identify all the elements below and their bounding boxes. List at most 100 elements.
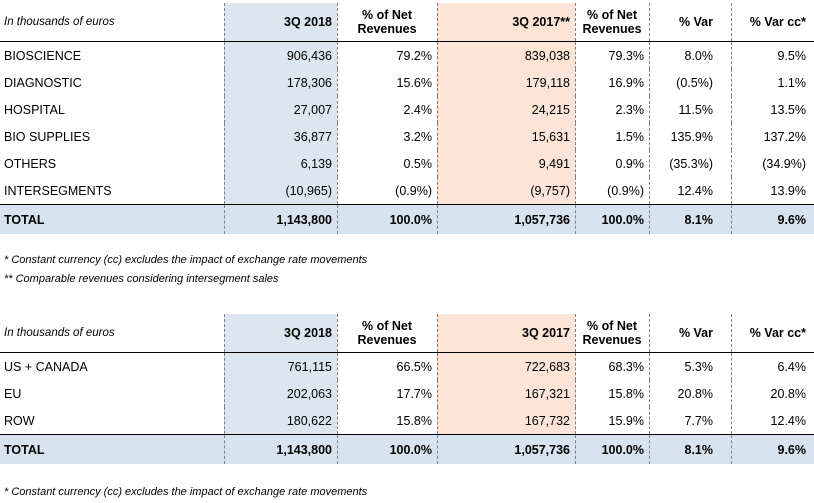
table-row: DIAGNOSTIC 178,306 15.6% 179,118 16.9% (… [0, 69, 814, 96]
header-pct-net-revenues-2017: % of Net Revenues [582, 319, 642, 347]
row-label: ROW [4, 413, 35, 428]
cell-3q-2017: (9,757) [437, 177, 575, 204]
cell-var: 7.7% [684, 413, 714, 428]
cell-pct-2018: (0.9%) [395, 183, 432, 198]
cell-var: 11.5% [678, 102, 713, 117]
row-label: EU [4, 386, 22, 401]
cell-var: 8.0% [684, 48, 714, 63]
header-divider [0, 41, 814, 42]
total-pct-2017: 100.0% [601, 212, 644, 227]
cell-3q-2017: 167,732 [437, 407, 575, 434]
cell-pct-2017: 0.9% [615, 156, 645, 171]
total-pct-2018: 100.0% [389, 442, 432, 457]
table-row: INTERSEGMENTS (10,965) (0.9%) (9,757) (0… [0, 177, 814, 204]
cell-3q-2017: 722,683 [437, 353, 575, 380]
cell-var: (0.5%) [676, 75, 713, 90]
total-row: TOTAL 1,143,800 100.0% 1,057,736 100.0% … [0, 204, 814, 234]
header-3q-2017: 3Q 2017** [437, 3, 575, 41]
cell-var-cc: 1.1% [777, 75, 807, 90]
total-label: TOTAL [4, 212, 45, 227]
cell-pct-2017: 68.3% [608, 359, 644, 374]
cell-pct-2018: 66.5% [396, 359, 432, 374]
table-row: OTHERS 6,139 0.5% 9,491 0.9% (35.3%) (34… [0, 150, 814, 177]
row-label: BIOSCIENCE [4, 48, 82, 63]
header-pct-var: % Var [678, 326, 713, 340]
row-label: BIO SUPPLIES [4, 129, 91, 144]
table-row: EU 202,063 17.7% 167,321 15.8% 20.8% 20.… [0, 380, 814, 407]
total-3q-2017: 1,057,736 [514, 212, 570, 227]
cell-3q-2018: (10,965) [224, 177, 337, 204]
cell-3q-2017: 15,631 [437, 123, 575, 150]
header-3q-2017: 3Q 2017 [437, 314, 575, 352]
cell-pct-2017: 16.9% [608, 75, 644, 90]
cell-pct-2018: 79.2% [396, 48, 432, 63]
row-label: US + CANADA [4, 359, 88, 374]
total-var: 8.1% [684, 212, 714, 227]
total-row: TOTAL 1,143,800 100.0% 1,057,736 100.0% … [0, 434, 814, 464]
cell-3q-2017: 9,491 [437, 150, 575, 177]
row-label: OTHERS [4, 156, 57, 171]
cell-pct-2018: 15.6% [396, 75, 432, 90]
cell-var-cc: 12.4% [770, 413, 806, 428]
footnote-constant-currency: * Constant currency (cc) excludes the im… [4, 486, 368, 498]
cell-3q-2018: 178,306 [224, 69, 337, 96]
cell-pct-2018: 15.8% [396, 413, 432, 428]
total-3q-2018: 1,143,800 [276, 212, 332, 227]
total-pct-2018: 100.0% [389, 212, 432, 227]
units-label: In thousands of euros [4, 16, 115, 28]
footnote-constant-currency: * Constant currency (cc) excludes the im… [4, 254, 368, 266]
segment-revenue-table: In thousands of euros 3Q 2018 % of Net R… [0, 3, 814, 234]
total-label: TOTAL [4, 442, 45, 457]
cell-3q-2018: 36,877 [224, 123, 337, 150]
total-pct-2017: 100.0% [601, 442, 644, 457]
header-pct-var-cc: % Var cc* [749, 15, 806, 29]
cell-pct-2017: 15.8% [608, 386, 644, 401]
row-label: DIAGNOSTIC [4, 75, 82, 90]
cell-pct-2018: 0.5% [403, 156, 433, 171]
table-row: BIO SUPPLIES 36,877 3.2% 15,631 1.5% 135… [0, 123, 814, 150]
total-3q-2017: 1,057,736 [514, 442, 570, 457]
total-var-cc: 9.6% [777, 212, 807, 227]
cell-3q-2017: 24,215 [437, 96, 575, 123]
cell-var: 12.4% [677, 183, 713, 198]
cell-3q-2018: 180,622 [224, 407, 337, 434]
cell-var: 5.3% [684, 359, 714, 374]
cell-var: 135.9% [670, 129, 713, 144]
cell-var-cc: 13.5% [770, 102, 806, 117]
header-pct-net-revenues-2018: % of Net Revenues [357, 319, 417, 347]
cell-var-cc: 13.9% [770, 183, 806, 198]
cell-pct-2018: 17.7% [396, 386, 432, 401]
cell-var-cc: (34.9%) [762, 156, 806, 171]
cell-3q-2017: 839,038 [437, 42, 575, 69]
header-pct-var-cc: % Var cc* [749, 326, 806, 340]
cell-3q-2018: 906,436 [224, 42, 337, 69]
cell-pct-2017: 2.3% [615, 102, 645, 117]
cell-pct-2017: 79.3% [608, 48, 644, 63]
cell-var-cc: 6.4% [777, 359, 807, 374]
table-row: US + CANADA 761,115 66.5% 722,683 68.3% … [0, 353, 814, 380]
table-row: BIOSCIENCE 906,436 79.2% 839,038 79.3% 8… [0, 42, 814, 69]
header-pct-var: % Var [678, 15, 713, 29]
cell-pct-2018: 3.2% [403, 129, 433, 144]
cell-pct-2017: 15.9% [608, 413, 644, 428]
row-label: HOSPITAL [4, 102, 65, 117]
table-row: HOSPITAL 27,007 2.4% 24,215 2.3% 11.5% 1… [0, 96, 814, 123]
units-label: In thousands of euros [4, 327, 115, 339]
total-var: 8.1% [684, 442, 714, 457]
cell-var: 20.8% [677, 386, 713, 401]
cell-var-cc: 20.8% [770, 386, 806, 401]
header-pct-net-revenues-2018: % of Net Revenues [357, 8, 417, 36]
cell-var-cc: 9.5% [777, 48, 807, 63]
cell-3q-2018: 761,115 [224, 353, 337, 380]
cell-var-cc: 137.2% [763, 129, 806, 144]
cell-3q-2018: 202,063 [224, 380, 337, 407]
cell-pct-2017: (0.9%) [607, 183, 644, 198]
cell-3q-2018: 27,007 [224, 96, 337, 123]
total-var-cc: 9.6% [777, 442, 807, 457]
cell-var: (35.3%) [669, 156, 713, 171]
cell-pct-2017: 1.5% [615, 129, 645, 144]
total-3q-2018: 1,143,800 [276, 442, 332, 457]
header-3q-2018: 3Q 2018 [224, 3, 337, 41]
cell-3q-2018: 6,139 [224, 150, 337, 177]
header-divider [0, 352, 814, 353]
